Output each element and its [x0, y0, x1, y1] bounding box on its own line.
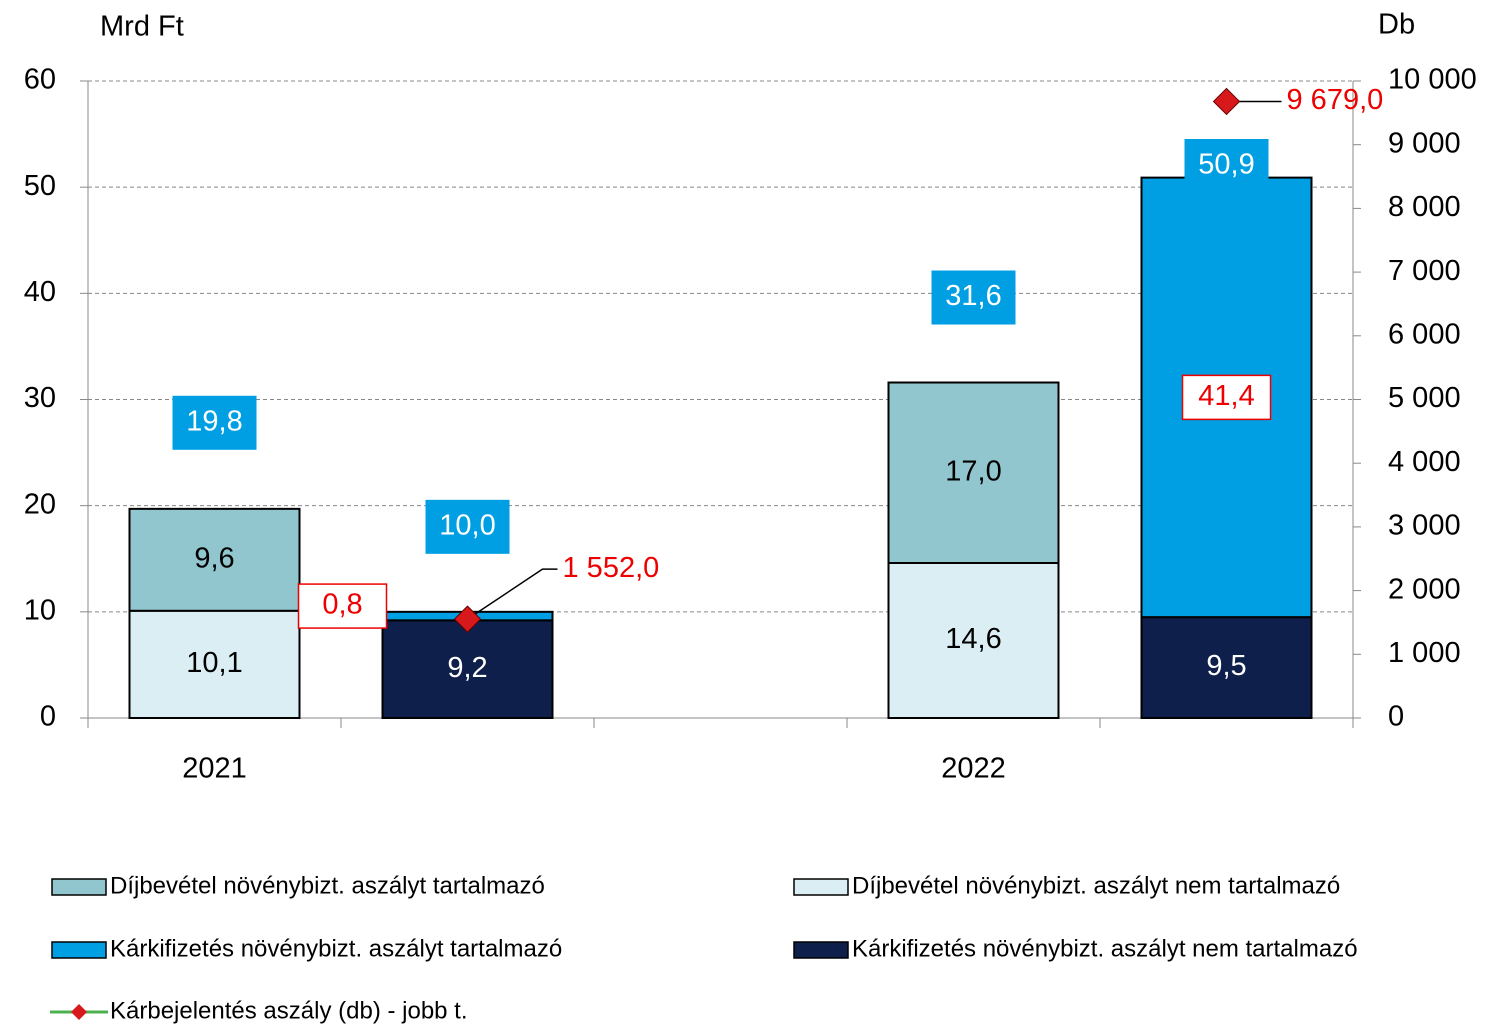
- y2-tick-label: 4 000: [1388, 446, 1461, 478]
- data-label-box: [297, 583, 388, 629]
- data-label: 9,6: [194, 542, 234, 574]
- y2-tick-label: 3 000: [1388, 510, 1461, 542]
- y-tick-label: 10: [24, 594, 56, 626]
- data-label: 9,2: [447, 652, 487, 684]
- y-tick-label: 50: [24, 170, 56, 202]
- y-tick-label: 60: [24, 64, 56, 96]
- y2-tick-label: 5 000: [1388, 382, 1461, 414]
- legend-label: Díjbevétel növénybizt. aszályt tartalmaz…: [110, 872, 545, 899]
- y-axis-title: Mrd Ft: [100, 11, 184, 43]
- y2-tick-label: 7 000: [1388, 255, 1461, 287]
- total-label-box: [1184, 139, 1269, 193]
- data-label: 14,6: [945, 623, 1001, 655]
- line-label: 1 552,0: [563, 552, 660, 584]
- legend-label: Kárbejelentés aszály (db) - jobb t.: [110, 997, 468, 1024]
- legend-swatch: [793, 878, 849, 896]
- y2-axis-title: Db: [1378, 9, 1415, 41]
- legend-swatch: [51, 941, 107, 959]
- y-tick-label: 40: [24, 276, 56, 308]
- total-label: 10,0: [439, 509, 495, 541]
- line-label: 9 679,0: [1287, 84, 1384, 116]
- total-label-box: [172, 395, 257, 450]
- data-label: 9,5: [1206, 650, 1246, 682]
- legend-marker: [71, 1004, 87, 1020]
- y2-tick-label: 9 000: [1388, 127, 1461, 159]
- y2-tick-label: 2 000: [1388, 573, 1461, 605]
- legend-label: Kárkifizetés növénybizt. aszályt tartalm…: [110, 935, 562, 962]
- y2-tick-label: 0: [1388, 701, 1404, 733]
- bar-segment: [128, 609, 301, 719]
- data-label: 10,1: [186, 647, 242, 679]
- total-label: 31,6: [945, 280, 1001, 312]
- legend-label: Kárkifizetés növénybizt. aszályt nem tar…: [852, 935, 1358, 962]
- total-label: 19,8: [186, 405, 242, 437]
- y2-tick-label: 8 000: [1388, 191, 1461, 223]
- legend-swatch: [51, 878, 107, 896]
- y2-tick-label: 6 000: [1388, 318, 1461, 350]
- x-tick-label: 2021: [182, 753, 247, 785]
- leader-line: [467, 568, 558, 620]
- bar-segment: [887, 381, 1060, 564]
- data-label: 41,4: [1198, 380, 1254, 412]
- y-tick-label: 0: [40, 701, 56, 733]
- total-label: 50,9: [1198, 149, 1254, 181]
- total-label-box: [931, 270, 1016, 325]
- data-label: 0,8: [322, 589, 362, 621]
- line-marker: [1212, 87, 1241, 116]
- legend-label: Díjbevétel növénybizt. aszályt nem tarta…: [852, 872, 1340, 899]
- bar-segment: [128, 507, 301, 612]
- legend-swatch: [793, 941, 849, 959]
- bar-segment: [887, 561, 1060, 719]
- bar-segment: [1140, 616, 1313, 719]
- data-label-box: [1181, 374, 1272, 421]
- y-tick-label: 30: [24, 382, 56, 414]
- bar-segment: [381, 619, 554, 719]
- y2-tick-label: 10 000: [1388, 64, 1477, 96]
- y-tick-label: 20: [24, 488, 56, 520]
- x-tick-label: 2022: [941, 753, 1006, 785]
- data-label: 17,0: [945, 455, 1001, 487]
- y2-tick-label: 1 000: [1388, 637, 1461, 669]
- total-label-box: [425, 499, 510, 554]
- line-marker: [453, 605, 482, 633]
